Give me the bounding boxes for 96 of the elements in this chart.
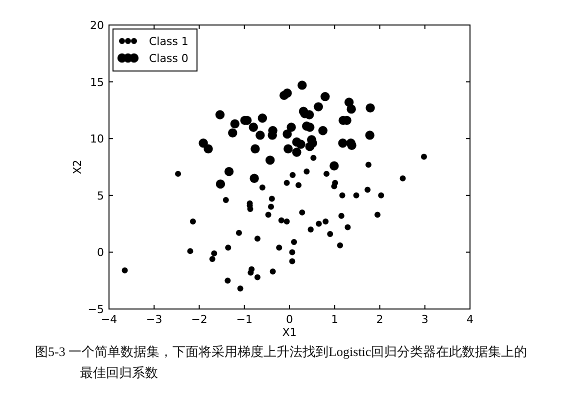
point (248, 122, 258, 132)
point (259, 184, 266, 190)
point (366, 103, 375, 113)
x-tick-label: −2 (191, 313, 208, 326)
point (265, 212, 272, 218)
point (236, 230, 242, 236)
point (305, 142, 314, 152)
point (190, 218, 196, 225)
point (344, 224, 351, 230)
point (228, 128, 238, 138)
point (320, 92, 330, 102)
point (276, 244, 282, 251)
y-tick-label: −5 (88, 303, 104, 316)
point (298, 80, 307, 90)
point (204, 144, 213, 154)
point (230, 119, 240, 128)
point (265, 156, 275, 165)
point (248, 270, 254, 276)
point (304, 168, 310, 175)
point (337, 242, 344, 248)
point (211, 250, 218, 256)
point (224, 166, 234, 176)
point (378, 192, 384, 198)
point (365, 130, 374, 140)
point (324, 170, 330, 177)
y-axis-title: X2 (71, 160, 84, 174)
point (290, 172, 296, 178)
point (289, 258, 296, 264)
y-tick-label: 5 (97, 189, 104, 202)
point (296, 182, 302, 188)
point (308, 226, 314, 232)
point (346, 104, 356, 114)
point (250, 174, 259, 183)
legend-label: Class 1 (149, 35, 188, 48)
point (365, 162, 372, 168)
x-tick-label: −1 (236, 313, 252, 326)
point (364, 186, 371, 193)
point (268, 196, 275, 202)
y-tick-label: 20 (90, 19, 104, 32)
point (224, 278, 231, 284)
y-tick-label: 0 (97, 246, 104, 260)
point (284, 144, 293, 154)
x-tick-label: 4 (466, 313, 474, 326)
point (216, 179, 226, 189)
point (175, 170, 182, 177)
x-tick-label: 1 (331, 313, 338, 326)
point (122, 267, 128, 274)
x-tick-label: 2 (376, 313, 384, 326)
point (420, 154, 427, 160)
legend-label: Class 0 (149, 52, 188, 65)
point (250, 144, 260, 154)
y-tick-label: 10 (90, 132, 104, 146)
point (284, 218, 290, 225)
x-tick-label: 3 (421, 313, 428, 326)
caption: 图5-3 一个简单数据集，下面将采用梯度上升法找到Logistic回归分类器在此数据集上的最佳回归系数 (35, 343, 528, 382)
point (270, 268, 276, 275)
x-axis-title: X1 (282, 326, 297, 339)
point (353, 192, 360, 198)
point (318, 126, 328, 136)
point (291, 238, 298, 245)
point (237, 286, 244, 292)
x-tick-label: 0 (286, 313, 293, 326)
point (254, 274, 260, 280)
point (282, 129, 292, 139)
point (225, 244, 232, 251)
x-tick-label: −3 (146, 313, 162, 326)
point (289, 249, 296, 256)
point (330, 161, 339, 170)
point (215, 110, 225, 120)
point (374, 212, 380, 218)
point (286, 122, 296, 132)
point (222, 196, 229, 203)
point (187, 248, 194, 254)
point (292, 148, 302, 157)
point (338, 212, 344, 219)
point (314, 102, 323, 112)
point (268, 204, 274, 210)
y-tick-label: 15 (90, 76, 104, 89)
point (284, 180, 290, 186)
point (296, 140, 306, 149)
point (339, 192, 346, 198)
point (400, 175, 406, 182)
point (258, 114, 268, 123)
point (322, 218, 329, 225)
point (256, 130, 265, 140)
point (316, 220, 322, 227)
point (327, 231, 334, 238)
point (299, 209, 306, 216)
point (282, 88, 292, 98)
point (338, 138, 348, 148)
x-tick-label: −4 (100, 313, 118, 326)
point (209, 256, 216, 262)
point (278, 217, 284, 224)
point (347, 140, 356, 150)
point (254, 236, 260, 242)
point (310, 154, 316, 161)
